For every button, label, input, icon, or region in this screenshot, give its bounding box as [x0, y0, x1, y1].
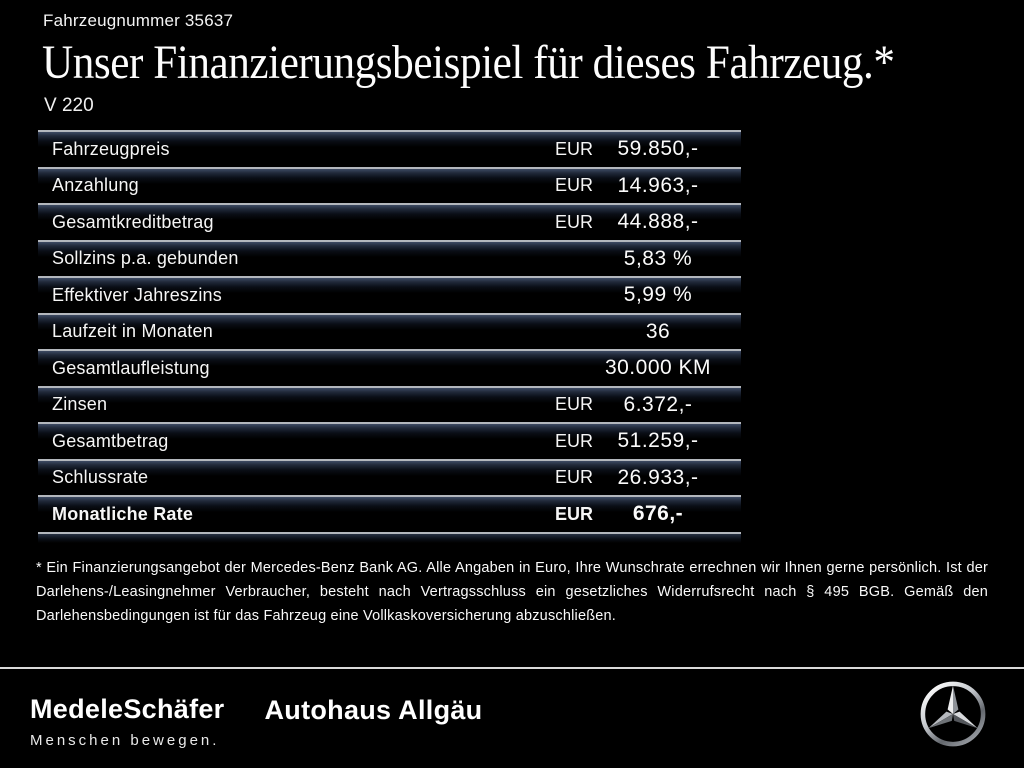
table-row: Fahrzeugpreis EUR 59.850,- — [38, 130, 741, 167]
legal-footnote: * Ein Finanzierungsangebot der Mercedes-… — [36, 559, 988, 624]
row-currency: EUR — [555, 394, 594, 415]
row-currency: EUR — [555, 503, 594, 524]
row-label: Gesamtkreditbetrag — [52, 211, 214, 232]
row-label: Zinsen — [52, 394, 108, 415]
financing-table: Fahrzeugpreis EUR 59.850,- Anzahlung EUR… — [38, 130, 741, 534]
table-row: Laufzeit in Monaten 36 — [38, 312, 741, 350]
row-value: 14.963,- — [617, 173, 699, 197]
row-currency: EUR — [555, 175, 594, 196]
row-value: 676,- — [632, 502, 684, 526]
autohaus-allgaeu-logo: Autohaus Allgäu — [264, 695, 483, 725]
table-row: Zinsen EUR 6.372,- — [38, 385, 741, 423]
vehicle-model: V 220 — [44, 95, 94, 117]
row-label: Anzahlung — [52, 175, 139, 196]
dealer-logos: MedeleSchäfer Menschen bewegen. Autohaus… — [30, 694, 483, 749]
vehicle-number: Fahrzeugnummer 35637 — [43, 11, 234, 30]
medele-schaefer-logo: MedeleSchäfer — [30, 694, 225, 724]
table-row: Gesamtkreditbetrag EUR 44.888,- — [38, 203, 741, 240]
footer: MedeleSchäfer Menschen bewegen. Autohaus… — [0, 667, 1024, 768]
page-title: Unser Finanzierungsbeispiel für dieses F… — [42, 36, 895, 90]
row-value: 51.259,- — [617, 429, 699, 453]
row-label: Laufzeit in Monaten — [52, 321, 213, 342]
row-currency: EUR — [555, 138, 594, 159]
table-row: Effektiver Jahreszins 5,99 % — [38, 276, 741, 313]
table-row: Gesamtlaufleistung 30.000 KM — [38, 349, 741, 386]
row-label: Monatliche Rate — [52, 503, 194, 524]
row-label: Gesamtbetrag — [52, 430, 169, 451]
table-row: Sollzins p.a. gebunden 5,83 % — [38, 239, 741, 277]
row-label: Gesamtlaufleistung — [52, 357, 210, 378]
table-row: Gesamtbetrag EUR 51.259,- — [38, 422, 741, 459]
table-row: Monatliche Rate EUR 676,- — [38, 495, 741, 532]
row-currency: EUR — [555, 430, 594, 451]
row-label: Effektiver Jahreszins — [52, 284, 222, 305]
row-value: 26.933,- — [617, 465, 699, 489]
row-value: 6.372,- — [623, 392, 693, 416]
table-row: Anzahlung EUR 14.963,- — [38, 166, 741, 204]
dealer-tagline: Menschen bewegen. — [30, 732, 220, 749]
dealer-block: MedeleSchäfer Menschen bewegen. — [30, 694, 225, 749]
row-value: 36 — [645, 319, 671, 343]
mercedes-star-icon — [918, 679, 988, 749]
table-bottom-sheen — [38, 533, 741, 543]
row-value: 5,99 % — [623, 283, 693, 307]
table-row: Schlussrate EUR 26.933,- — [38, 458, 741, 496]
row-label: Fahrzeugpreis — [52, 138, 170, 159]
row-value: 44.888,- — [617, 210, 699, 234]
row-label: Schlussrate — [52, 467, 149, 488]
row-currency: EUR — [555, 211, 594, 232]
row-value: 5,83 % — [623, 246, 693, 270]
row-currency: EUR — [555, 467, 594, 488]
row-value: 59.850,- — [617, 137, 699, 161]
page-title-row: Unser Finanzierungsbeispiel für dieses F… — [0, 31, 1024, 90]
row-value: 30.000 KM — [604, 356, 712, 380]
row-label: Sollzins p.a. gebunden — [52, 248, 239, 269]
